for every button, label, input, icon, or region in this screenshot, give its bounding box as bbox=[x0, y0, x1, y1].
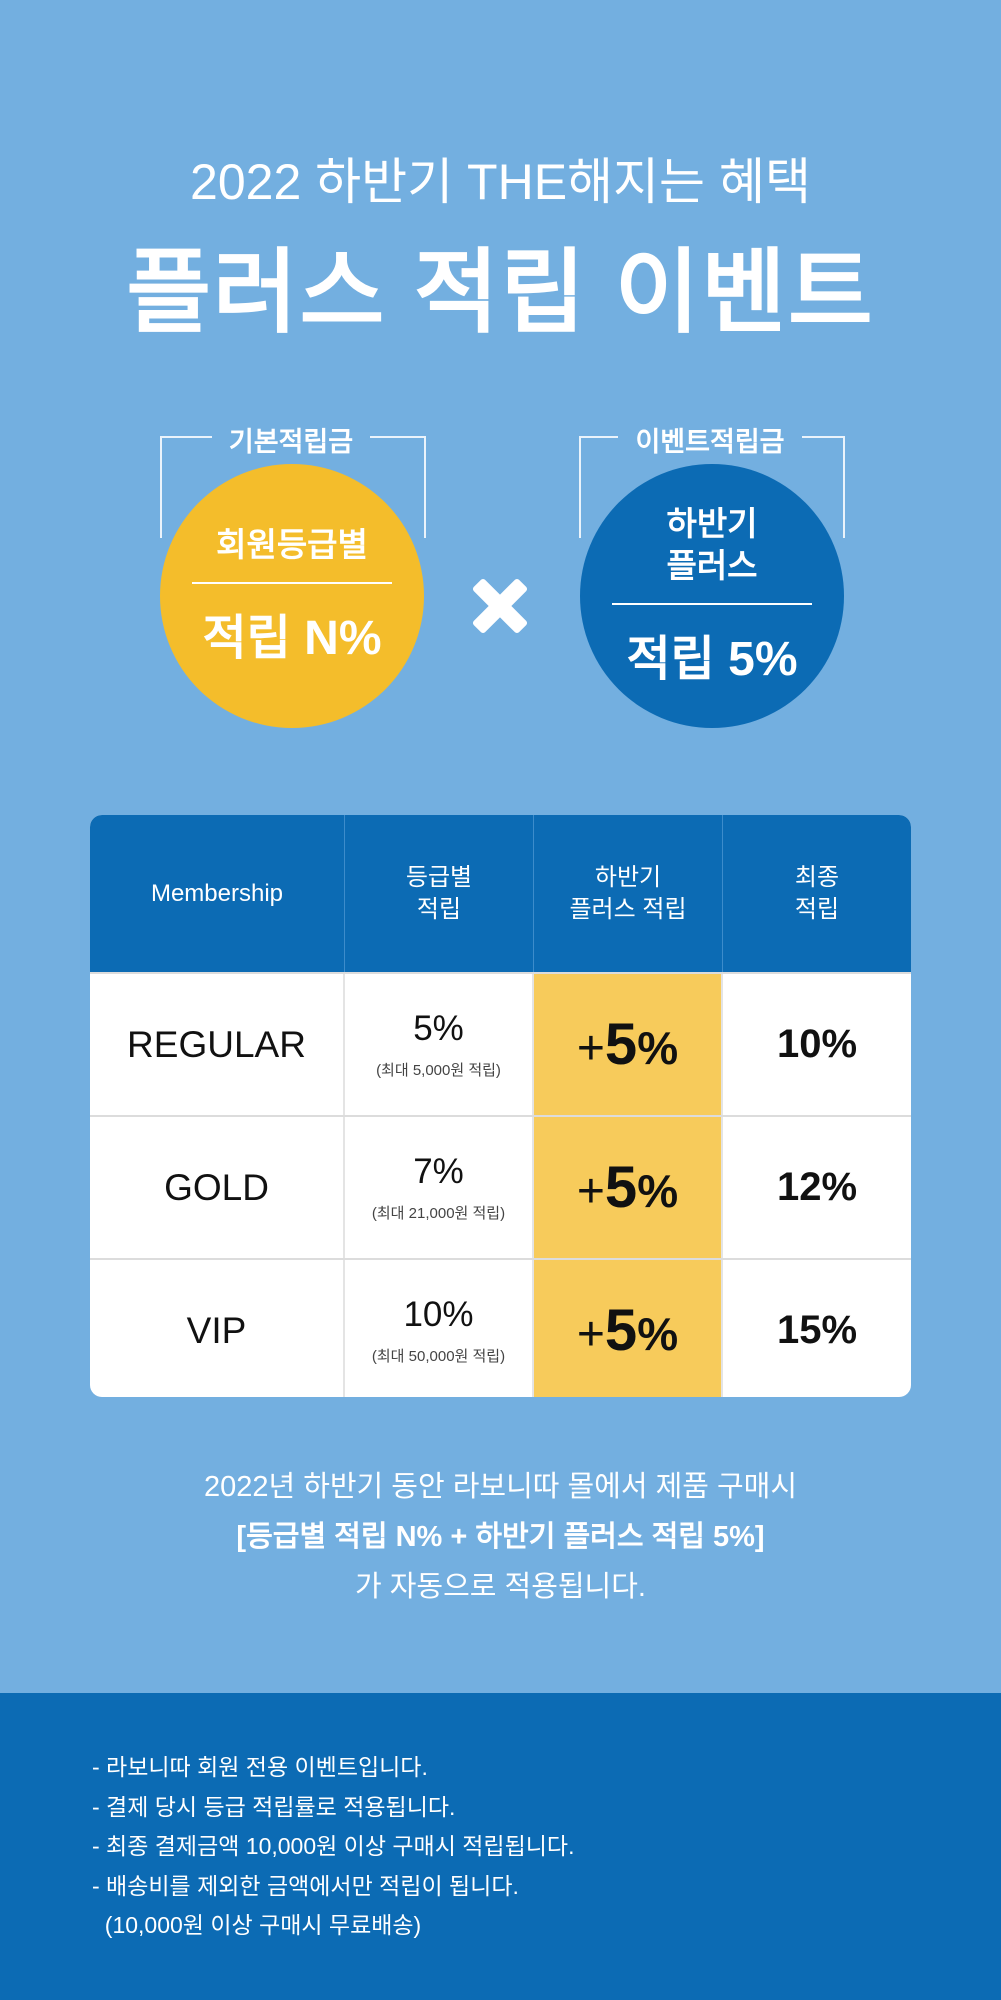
final-rate: 15% bbox=[776, 1308, 858, 1352]
grade-rate-cell: 10% (최대 50,000원 적립) bbox=[345, 1260, 534, 1397]
final-rate: 12% bbox=[776, 1165, 858, 1209]
table-row: VIP 10% (최대 50,000원 적립) +5% 15% bbox=[90, 1258, 911, 1397]
header-final-line2: 적립 bbox=[794, 895, 840, 923]
plus-pct: % bbox=[637, 1022, 679, 1074]
basic-value: 적립 N% bbox=[202, 612, 382, 665]
basic-label: 기본적립금 bbox=[212, 420, 370, 459]
plus-sign: + bbox=[576, 1165, 605, 1218]
plus-num: 5 bbox=[604, 1012, 638, 1077]
header-plus-line1: 하반기 bbox=[594, 863, 662, 891]
header-grade-rate: 등급별 적립 bbox=[345, 815, 534, 972]
plus-rate: +5% bbox=[577, 1011, 678, 1078]
event-title: 플러스 적립 이벤트 bbox=[126, 242, 875, 344]
plus-rate: +5% bbox=[577, 1297, 678, 1364]
final-rate: 10% bbox=[776, 1022, 858, 1066]
desc-line1: 2022년 하반기 동안 라보니따 몰에서 제품 구매시 bbox=[203, 1471, 798, 1503]
grade-name: GOLD bbox=[90, 1117, 345, 1258]
plus-pct: % bbox=[637, 1308, 679, 1360]
event-top-line2: 플러스 bbox=[666, 547, 758, 584]
multiply-icon bbox=[470, 576, 530, 636]
desc-line3: 가 자동으로 적용됩니다. bbox=[355, 1571, 646, 1603]
divider bbox=[612, 603, 812, 605]
header-final-rate: 최종 적립 bbox=[723, 815, 911, 972]
plus-rate-cell: +5% bbox=[534, 1260, 723, 1397]
notice-item: - 결제 당시 등급 적립률로 적용됩니다. bbox=[92, 1793, 456, 1820]
max-note: (최대 21,000원 적립) bbox=[371, 1205, 506, 1222]
event-top-line1: 하반기 bbox=[666, 505, 758, 542]
header-plus-rate: 하반기 플러스 적립 bbox=[534, 815, 723, 972]
notice-section bbox=[0, 1693, 1001, 2000]
grade-rate: 10% bbox=[403, 1295, 474, 1334]
grade-name: VIP bbox=[90, 1260, 345, 1397]
divider bbox=[192, 582, 392, 584]
header-plus-line2: 플러스 적립 bbox=[569, 895, 687, 923]
event-benefit-circle: 하반기 플러스 적립 5% bbox=[580, 464, 844, 728]
notice-item: (10,000원 이상 구매시 무료배송) bbox=[92, 1912, 422, 1938]
basic-benefit-circle: 회원등급별 적립 N% bbox=[160, 464, 424, 728]
desc-line2: [등급별 적립 N% + 하반기 플러스 적립 5%] bbox=[236, 1521, 765, 1553]
basic-top-text: 회원등급별 bbox=[216, 526, 368, 563]
event-value: 적립 5% bbox=[626, 633, 798, 686]
membership-table: Membership 등급별 적립 하반기 플러스 적립 최종 적립 REGUL… bbox=[90, 815, 911, 1397]
event-subtitle: 2022 하반기 THE해지는 혜택 bbox=[190, 154, 811, 210]
notice-item: - 최종 결제금액 10,000원 이상 구매시 적립됩니다. bbox=[92, 1833, 575, 1859]
plus-num: 5 bbox=[604, 1298, 638, 1363]
notice-item: - 라보니따 회원 전용 이벤트입니다. bbox=[92, 1754, 428, 1780]
plus-rate-cell: +5% bbox=[534, 1117, 723, 1258]
plus-pct: % bbox=[637, 1165, 679, 1217]
plus-num: 5 bbox=[604, 1155, 638, 1220]
grade-name: REGULAR bbox=[90, 974, 345, 1115]
grade-rate: 5% bbox=[413, 1009, 464, 1048]
table-row: GOLD 7% (최대 21,000원 적립) +5% 12% bbox=[90, 1115, 911, 1258]
table-row: REGULAR 5% (최대 5,000원 적립) +5% 10% bbox=[90, 972, 911, 1115]
plus-sign: + bbox=[576, 1022, 605, 1075]
event-top-text: 하반기 플러스 bbox=[666, 503, 757, 587]
grade-rate-cell: 7% (최대 21,000원 적립) bbox=[345, 1117, 534, 1258]
event-label: 이벤트적립금 bbox=[618, 420, 802, 459]
grade-rate: 7% bbox=[413, 1152, 464, 1191]
header-membership: Membership bbox=[90, 815, 345, 972]
header-grade-line2: 적립 bbox=[416, 895, 462, 923]
grade-rate-cell: 5% (최대 5,000원 적립) bbox=[345, 974, 534, 1115]
max-note: (최대 50,000원 적립) bbox=[371, 1348, 506, 1365]
header-grade-line1: 등급별 bbox=[405, 863, 473, 891]
notice-item: - 배송비를 제외한 금액에서만 적립이 됩니다. bbox=[92, 1872, 519, 1899]
event-description: 2022년 하반기 동안 라보니따 몰에서 제품 구매시 [등급별 적립 N% … bbox=[0, 1462, 1001, 1612]
notice-list: - 라보니따 회원 전용 이벤트입니다. - 결제 당시 등급 적립률로 적용됩… bbox=[92, 1748, 574, 1946]
plus-rate-cell: +5% bbox=[534, 974, 723, 1115]
header-final-line1: 최종 bbox=[794, 863, 840, 891]
table-header: Membership 등급별 적립 하반기 플러스 적립 최종 적립 bbox=[90, 815, 911, 972]
plus-rate: +5% bbox=[577, 1154, 678, 1221]
max-note: (최대 5,000원 적립) bbox=[376, 1062, 501, 1079]
plus-sign: + bbox=[576, 1308, 605, 1361]
